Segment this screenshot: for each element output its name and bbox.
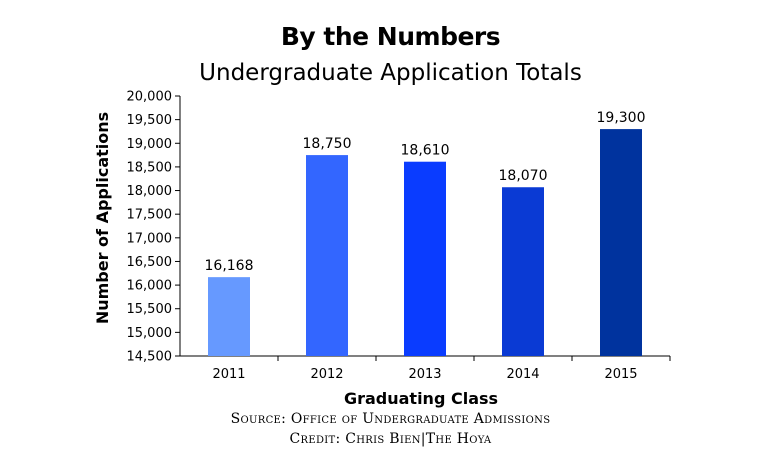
y-tick-label: 16,500 bbox=[127, 255, 173, 270]
bar-2013 bbox=[404, 161, 446, 356]
data-label: 18,610 bbox=[401, 143, 450, 159]
bar-2012 bbox=[306, 155, 348, 356]
x-tick-label: 2013 bbox=[408, 367, 441, 382]
bar-chart: Number of Applications Graduating Class … bbox=[93, 90, 671, 408]
data-label: 19,300 bbox=[597, 110, 646, 126]
x-tick-label: 2014 bbox=[506, 367, 539, 382]
data-label: 16,168 bbox=[205, 258, 254, 274]
data-label: 18,750 bbox=[303, 136, 352, 152]
data-label: 18,070 bbox=[499, 168, 548, 184]
y-tick-label: 18,000 bbox=[127, 184, 173, 199]
chart-title: By the Numbers bbox=[280, 22, 501, 51]
y-tick-label: 15,500 bbox=[127, 302, 173, 317]
y-tick-label: 18,500 bbox=[127, 160, 173, 175]
y-tick-label: 17,500 bbox=[127, 208, 173, 223]
x-axis-label: Graduating Class bbox=[344, 389, 498, 408]
x-tick-label: 2012 bbox=[310, 367, 343, 382]
y-tick-label: 16,000 bbox=[127, 279, 173, 294]
y-tick-label: 15,000 bbox=[127, 326, 173, 341]
bar-2011 bbox=[208, 277, 250, 356]
y-tick-label: 19,500 bbox=[127, 113, 173, 128]
chart-subtitle: Undergraduate Application Totals bbox=[199, 60, 582, 86]
y-tick-label: 19,000 bbox=[127, 137, 173, 152]
y-tick-label: 20,000 bbox=[127, 90, 173, 105]
y-axis-label: Number of Applications bbox=[93, 112, 112, 324]
bar-2014 bbox=[502, 187, 544, 356]
y-tick-label: 17,000 bbox=[127, 231, 173, 246]
bar-2015 bbox=[600, 129, 642, 356]
x-tick-label: 2011 bbox=[212, 367, 245, 382]
photo-credit: Credit: Chris Bien|The Hoya bbox=[289, 431, 492, 447]
y-tick-label: 14,500 bbox=[127, 350, 173, 365]
source-credit: Source: Office of Undergraduate Admissio… bbox=[230, 411, 551, 427]
x-tick-label: 2015 bbox=[604, 367, 637, 382]
